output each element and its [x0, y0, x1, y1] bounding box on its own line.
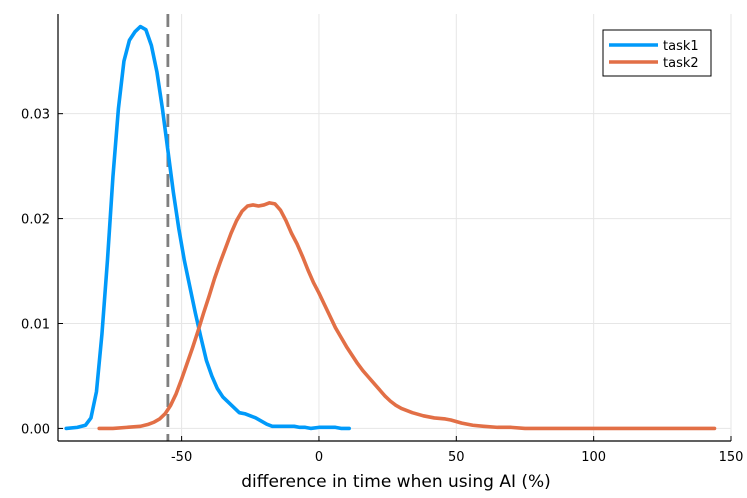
legend: task1 task2	[602, 29, 712, 77]
series-group	[64, 24, 717, 431]
x-tick-label-3: 100	[581, 450, 606, 465]
y-tick-label-3: 0.03	[21, 108, 50, 123]
legend-label-task1: task1	[663, 39, 699, 54]
x-tick-label-2: 50	[448, 450, 465, 465]
y-tick-label-2: 0.02	[21, 213, 50, 228]
x-tick-label-1: 0	[315, 450, 323, 465]
axes-group	[57, 14, 731, 442]
series-line-task2	[97, 201, 717, 431]
x-ticks: -50 0 50 100 150	[171, 436, 743, 465]
x-axis-label: difference in time when using AI (%)	[241, 472, 551, 492]
legend-label-task2: task2	[663, 56, 699, 71]
x-tick-label-0: -50	[171, 450, 192, 465]
y-tick-label-1: 0.01	[21, 317, 50, 332]
x-tick-label-4: 150	[719, 450, 744, 465]
series-line-task1	[64, 24, 351, 431]
y-ticks: 0.00 0.01 0.02 0.03	[21, 108, 63, 437]
y-tick-label-0: 0.00	[21, 422, 50, 437]
legend-box	[602, 29, 712, 77]
